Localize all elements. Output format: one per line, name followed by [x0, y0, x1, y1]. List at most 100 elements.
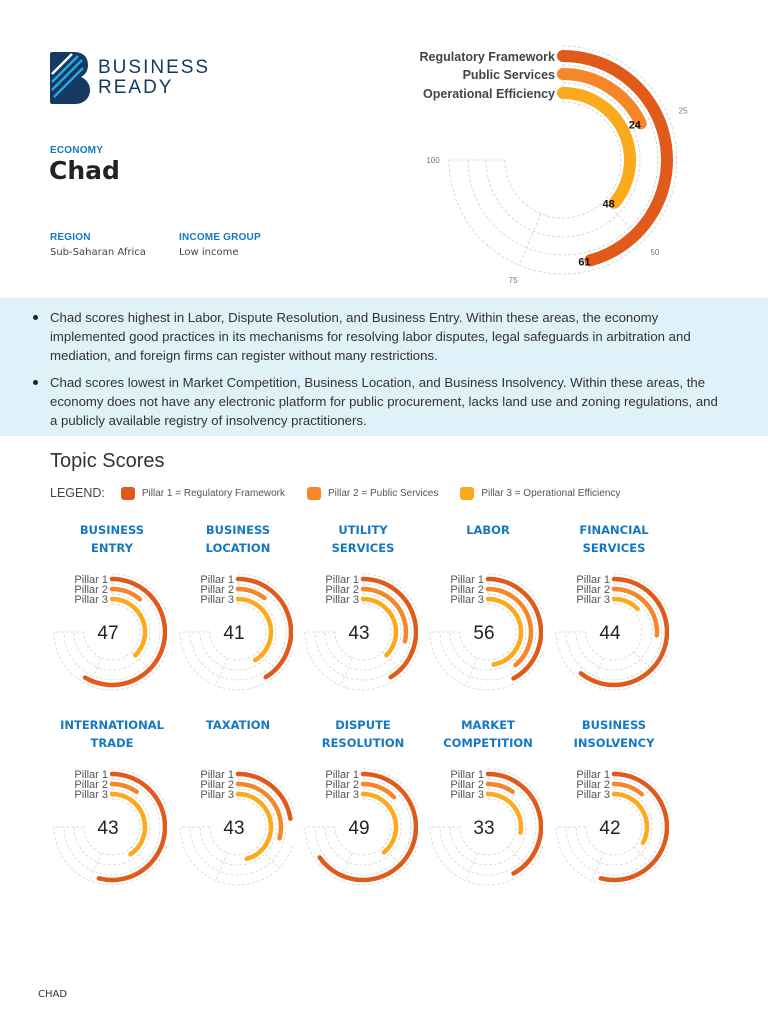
pillar-1-bar [578, 576, 669, 688]
topic-title-line: SERVICES [331, 540, 395, 555]
pillar-label: Pillar 2 [200, 584, 234, 596]
grid-ring [73, 593, 151, 671]
grid-ring [485, 82, 641, 238]
topic-title-line: BUSINESS [205, 523, 271, 537]
pillar-3-bar [611, 791, 650, 846]
grid-ring [324, 593, 402, 671]
grid-ring [439, 583, 537, 681]
grid-ring [565, 583, 663, 681]
grid-ring [304, 768, 418, 886]
pillar-label: Pillar 3 [450, 594, 484, 606]
pillar-label: Pillar 2 [200, 779, 234, 791]
economy-name: Chad [49, 156, 120, 185]
pillar-label: Pillar 1 [74, 769, 108, 781]
swatch-icon [307, 486, 321, 500]
economy-label: ECONOMY [50, 145, 104, 156]
topic-scores-title: Topic Scores [50, 450, 165, 472]
pillar-2-bar [611, 586, 660, 638]
grid-ring [565, 778, 663, 876]
pillar-2-bar [109, 781, 139, 795]
pillar-label: Pillar 2 [325, 779, 359, 791]
topic-title: FINANCIAL SERVICES [551, 522, 677, 557]
series-label: Regulatory Framework [420, 50, 556, 64]
pillar-label: Pillar 2 [74, 779, 108, 791]
grid-ring [179, 768, 293, 886]
topic-title-line: SERVICES [582, 540, 646, 555]
bullet-dot-icon [33, 380, 38, 385]
region-value: Sub-Saharan Africa [50, 247, 146, 258]
topic-score: 43 [223, 818, 244, 839]
swatch-icon [460, 486, 475, 500]
pillar-label: Pillar 2 [325, 584, 359, 596]
grid-ring [189, 583, 287, 681]
grid-ring [199, 788, 277, 866]
topic-score: 49 [348, 818, 369, 839]
business-ready-logo: BUSINESS READY [50, 52, 210, 104]
topic-title-line: UTILITY [338, 523, 388, 537]
summary-text: Chad scores lowest in Market Competition… [50, 375, 718, 428]
grid-ring [199, 593, 277, 671]
grid-ring [73, 788, 151, 866]
pillar-2-bar [485, 586, 534, 668]
topic-score: 44 [599, 623, 621, 644]
topic-title-line: INSOLVENCY [573, 735, 655, 750]
pillar-label: Pillar 3 [200, 789, 234, 801]
summary-text: Chad scores highest in Labor, Dispute Re… [50, 310, 691, 363]
pillar-label: Pillar 1 [450, 769, 484, 781]
pillar-label: Pillar 1 [74, 574, 108, 586]
pillar-3-bar [611, 596, 640, 612]
topic-title-line: FINANCIAL [579, 523, 649, 537]
legend-text: Pillar 1 = Regulatory Framework [141, 487, 285, 499]
axis-tick-label: 25 [679, 106, 688, 115]
pillar-2-bar [485, 781, 515, 795]
topic-title-line: BUSINESS [79, 523, 145, 537]
bar-regulatory-framework [557, 50, 673, 267]
grid-spoke [215, 657, 228, 686]
pillar-3-bar [109, 596, 148, 658]
pillar-3-bar [485, 791, 524, 835]
grid-ring [555, 573, 669, 691]
pillar-3-bar [485, 596, 524, 667]
pillar-label: Pillar 3 [450, 789, 484, 801]
grid-ring [314, 778, 412, 876]
pillar-1-bar [82, 576, 167, 688]
legend-label: LEGEND: [50, 486, 105, 500]
topic-title-line: RESOLUTION [321, 735, 405, 750]
pillar-label: Pillar 3 [74, 594, 108, 606]
pillar-label: Pillar 3 [74, 789, 108, 801]
bar-public-services [557, 68, 647, 130]
income-group-value: Low income [179, 247, 239, 258]
value-label: 48 [602, 199, 614, 211]
topic-title-line: INTERNATIONAL [60, 718, 164, 732]
summary-bullet: Chad scores lowest in Market Competition… [33, 373, 720, 430]
pillar-label: Pillar 1 [200, 769, 234, 781]
pillar-2-bar [611, 781, 645, 797]
series-label: Operational Efficiency [423, 87, 555, 101]
pillar-3-bar [109, 791, 148, 857]
pillar-label: Pillar 1 [576, 769, 610, 781]
grid-ring [467, 64, 659, 256]
footer-text: CHAD [38, 989, 68, 1000]
topic-title: LABOR [425, 522, 551, 540]
logo-text-line2: READY [98, 77, 174, 98]
grid-spoke [340, 657, 353, 686]
topic-title: TAXATION [175, 717, 301, 735]
legend-item-pillar2: Pillar 2 = Public Services [307, 486, 439, 500]
pillar-2-bar [235, 586, 267, 601]
legend-text: Pillar 2 = Public Services [328, 487, 439, 499]
income-group-label: INCOME GROUP [179, 232, 261, 243]
legend: LEGEND: Pillar 1 = Regulatory Framework … [50, 486, 642, 500]
topic-title-line: LABOR [466, 523, 510, 537]
topic-title: BUSINESS LOCATION [175, 522, 301, 557]
topic-score: 47 [97, 623, 118, 644]
grid-ring [449, 788, 527, 866]
grid-spoke [519, 213, 542, 266]
topic-title: BUSINESS ENTRY [49, 522, 175, 557]
grid-ring [63, 583, 161, 681]
topic-title: UTILITY SERVICES [300, 522, 426, 557]
